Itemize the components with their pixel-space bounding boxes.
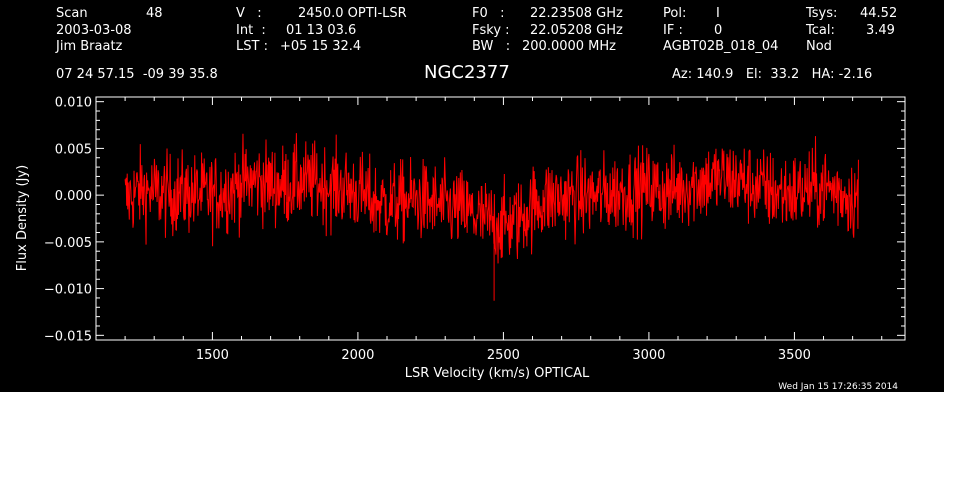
y-tick-label: −0.010 xyxy=(44,283,92,298)
f0-value: 22.23508 GHz xyxy=(530,6,623,21)
bandwidth-value: 200.0000 MHz xyxy=(522,39,616,54)
scan-value: 48 xyxy=(146,6,163,21)
tcal-value: 3.49 xyxy=(866,23,895,38)
velocity-label: V : xyxy=(236,6,262,21)
f0-label: F0 : xyxy=(472,6,505,21)
spectrum-line xyxy=(124,133,859,264)
x-tick-label: 2000 xyxy=(341,348,374,363)
lst-label: LST : xyxy=(236,39,268,54)
y-tick-label: −0.005 xyxy=(44,236,92,251)
y-axis-title: Flux Density (Jy) xyxy=(15,165,30,271)
timestamp: Wed Jan 15 17:26:35 2014 xyxy=(778,382,898,392)
axes: 1500 2000 2500 3000 3500 0.010 0.005 0.000 −0.00… xyxy=(44,96,905,363)
if-value: 0 xyxy=(714,23,723,38)
y-tick-label: 0.000 xyxy=(55,189,92,204)
x-tick-label: 3000 xyxy=(632,348,665,363)
velocity-value: 2450.0 OPTI-LSR xyxy=(298,6,407,21)
x-tick-label: 1500 xyxy=(196,348,229,363)
source-coordinates: 07 24 57.15 -09 39 35.8 xyxy=(56,67,218,82)
obs-date: 2003-03-08 xyxy=(56,23,132,38)
observer-name: Jim Braatz xyxy=(56,39,123,54)
y-tick-label: 0.005 xyxy=(55,142,92,157)
project-id: AGBT02B_018_04 xyxy=(663,39,779,54)
pointing-info: Az: 140.9 El: 33.2 HA: -2.16 xyxy=(672,67,873,82)
tsys-label: Tsys: xyxy=(806,6,838,21)
plot-frame xyxy=(95,96,906,341)
tsys-value: 44.52 xyxy=(860,6,898,21)
y-tick-label: −0.015 xyxy=(44,329,92,344)
integration-value: 01 13 03.6 xyxy=(286,23,357,38)
x-axis-title: LSR Velocity (km/s) OPTICAL xyxy=(405,366,590,381)
x-tick-label: 2500 xyxy=(487,348,520,363)
pol-value: I xyxy=(716,6,720,21)
lst-value: +05 15 32.4 xyxy=(280,39,362,54)
obs-mode: Nod xyxy=(806,39,832,54)
x-tick-label: 3500 xyxy=(778,348,811,363)
integration-label: Int : xyxy=(236,23,266,38)
y-tick-label: 0.010 xyxy=(55,96,92,111)
fsky-value: 22.05208 GHz xyxy=(530,23,623,38)
if-label: IF : xyxy=(663,23,683,38)
bandwidth-label: BW : xyxy=(472,39,511,54)
scan-label: Scan xyxy=(56,6,88,21)
fsky-label: Fsky : xyxy=(472,23,510,38)
tcal-label: Tcal: xyxy=(806,23,835,38)
spectrum-panel: Scan 48 2003-03-08 Jim Braatz V : 2450.0… xyxy=(0,0,944,392)
pol-label: Pol: xyxy=(663,6,687,21)
spectrum-plot: 1500 2000 2500 3000 3500 0.010 0.005 0.000 −0.00… xyxy=(15,96,906,392)
source-title: NGC2377 xyxy=(424,62,510,83)
spectrum-trace xyxy=(124,133,859,301)
